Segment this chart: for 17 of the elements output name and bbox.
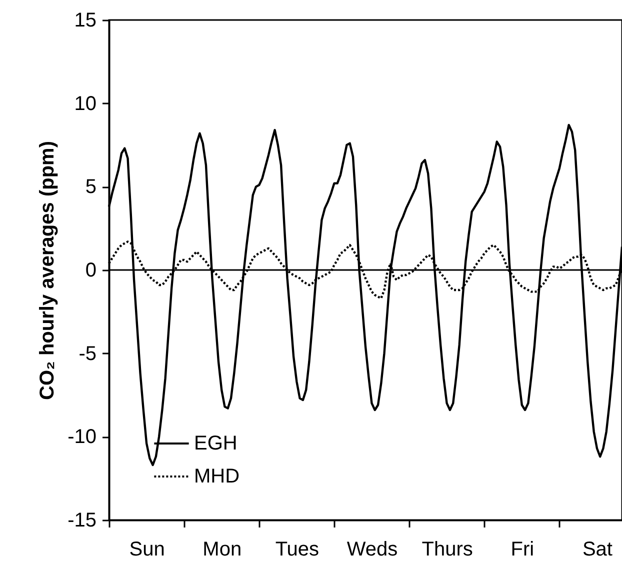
legend-label: EGH bbox=[194, 432, 238, 454]
x-tick-label: Sat bbox=[582, 538, 613, 560]
y-tick-label: 0 bbox=[85, 260, 96, 282]
y-tick-label: -5 bbox=[78, 342, 96, 365]
x-tick-label: Fri bbox=[510, 538, 534, 560]
x-tick-label: Mon bbox=[202, 538, 242, 560]
x-tick-label: Weds bbox=[346, 538, 398, 560]
legend-label: MHD bbox=[194, 466, 240, 488]
y-axis-title: CO₂ hourly averages (ppm) bbox=[36, 141, 59, 400]
y-tick-label: 5 bbox=[85, 176, 96, 198]
x-tick-label: Tues bbox=[275, 538, 320, 560]
y-tick-label: -15 bbox=[68, 510, 96, 532]
y-tick-label: 15 bbox=[74, 10, 96, 32]
x-tick-label: Thurs bbox=[422, 538, 473, 560]
y-tick-label: 10 bbox=[74, 92, 96, 115]
y-tick-label: -10 bbox=[68, 426, 96, 448]
x-tick-label: Sun bbox=[129, 538, 165, 560]
